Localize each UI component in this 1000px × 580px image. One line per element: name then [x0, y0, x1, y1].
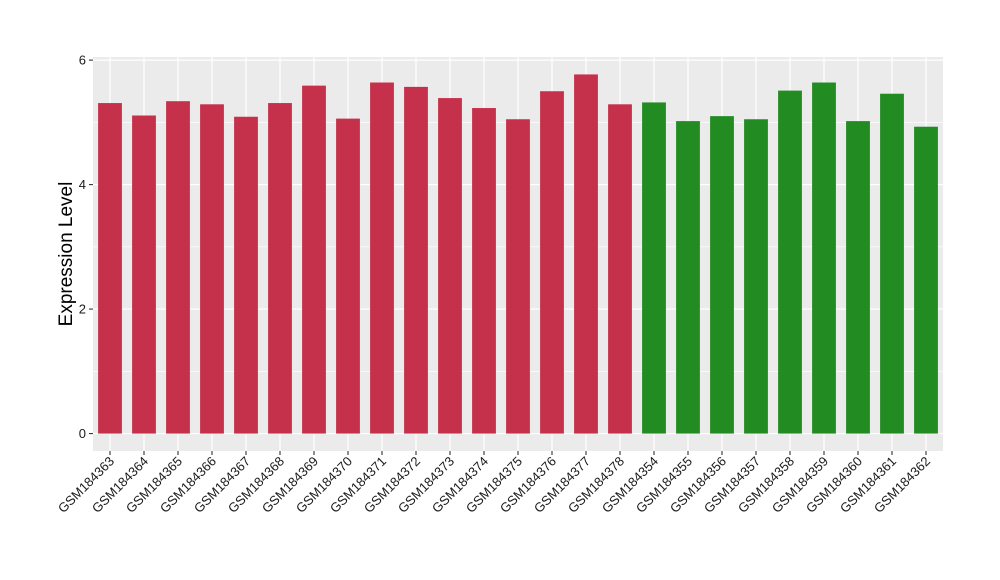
- y-axis: 0 2 4 6: [79, 53, 93, 441]
- bar-GSM184370: [336, 118, 360, 434]
- bar-GSM184357: [744, 119, 768, 434]
- bar-GSM184367: [234, 116, 258, 434]
- y-tick-label: 6: [79, 53, 86, 68]
- y-tick-label: 0: [79, 426, 86, 441]
- bar-GSM184369: [302, 85, 326, 434]
- bar-GSM184355: [676, 121, 700, 434]
- bar-GSM184354: [642, 102, 666, 434]
- bar-GSM184375: [506, 119, 530, 434]
- bar-GSM184374: [472, 108, 496, 434]
- bar-GSM184365: [166, 101, 190, 434]
- y-axis-title: Expression Level: [56, 182, 77, 327]
- bar-GSM184378: [608, 104, 632, 434]
- y-tick-label: 2: [79, 302, 86, 317]
- bars: [98, 74, 938, 434]
- bar-GSM184376: [540, 91, 564, 434]
- bar-GSM184373: [438, 98, 462, 434]
- bar-GSM184377: [574, 74, 598, 434]
- bar-GSM184363: [98, 103, 122, 434]
- bar-GSM184356: [710, 116, 734, 434]
- bar-GSM184364: [132, 115, 156, 434]
- x-axis: GSM184363GSM184364GSM184365GSM184366GSM1…: [55, 451, 933, 516]
- bar-GSM184368: [268, 103, 292, 434]
- bar-GSM184371: [370, 82, 394, 434]
- bar-GSM184358: [778, 90, 802, 434]
- y-tick-label: 4: [79, 177, 86, 192]
- bar-GSM184360: [846, 121, 870, 434]
- bar-GSM184362: [914, 126, 938, 434]
- bar-GSM184361: [880, 93, 904, 434]
- bar-GSM184366: [200, 104, 224, 434]
- bar-GSM184359: [812, 82, 836, 434]
- bar-GSM184372: [404, 86, 428, 434]
